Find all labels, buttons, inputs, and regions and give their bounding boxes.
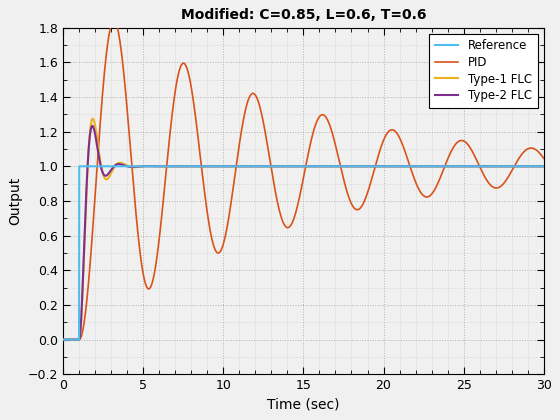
Title: Modified: C=0.85, L=0.6, T=0.6: Modified: C=0.85, L=0.6, T=0.6	[181, 8, 426, 22]
Type-1 FLC	[421, 164, 428, 169]
Reference	[484, 164, 491, 169]
Type-1 FLC	[90, 116, 96, 121]
PID	[421, 194, 428, 199]
Line: Type-2 FLC: Type-2 FLC	[63, 126, 544, 340]
Line: PID: PID	[63, 21, 544, 340]
Type-1 FLC	[534, 164, 540, 169]
Reference	[174, 164, 180, 169]
Type-1 FLC	[60, 337, 67, 342]
Reference	[76, 164, 82, 169]
Type-2 FLC	[484, 164, 491, 169]
PID	[66, 337, 72, 342]
PID	[484, 179, 491, 184]
X-axis label: Time (sec): Time (sec)	[267, 398, 340, 412]
Type-2 FLC	[534, 164, 540, 169]
Type-2 FLC	[277, 164, 284, 169]
Type-2 FLC	[421, 164, 428, 169]
Reference	[540, 164, 547, 169]
Legend: Reference, PID, Type-1 FLC, Type-2 FLC: Reference, PID, Type-1 FLC, Type-2 FLC	[429, 34, 538, 108]
Type-1 FLC	[484, 164, 491, 169]
Type-1 FLC	[174, 164, 180, 169]
PID	[60, 337, 67, 342]
Type-1 FLC	[277, 164, 284, 169]
Type-1 FLC	[66, 337, 72, 342]
PID	[277, 212, 284, 217]
Reference	[66, 337, 72, 342]
Reference	[277, 164, 284, 169]
Line: Type-1 FLC: Type-1 FLC	[63, 118, 544, 340]
PID	[534, 148, 540, 153]
Type-2 FLC	[66, 337, 72, 342]
Reference	[421, 164, 428, 169]
Type-1 FLC	[540, 164, 547, 169]
Line: Reference: Reference	[63, 166, 544, 340]
Y-axis label: Output: Output	[8, 177, 22, 225]
PID	[540, 156, 547, 161]
Reference	[534, 164, 540, 169]
Type-2 FLC	[89, 123, 96, 129]
PID	[110, 18, 117, 23]
Type-2 FLC	[174, 164, 180, 169]
Type-2 FLC	[60, 337, 67, 342]
PID	[174, 78, 180, 83]
Type-2 FLC	[540, 164, 547, 169]
Reference	[60, 337, 67, 342]
